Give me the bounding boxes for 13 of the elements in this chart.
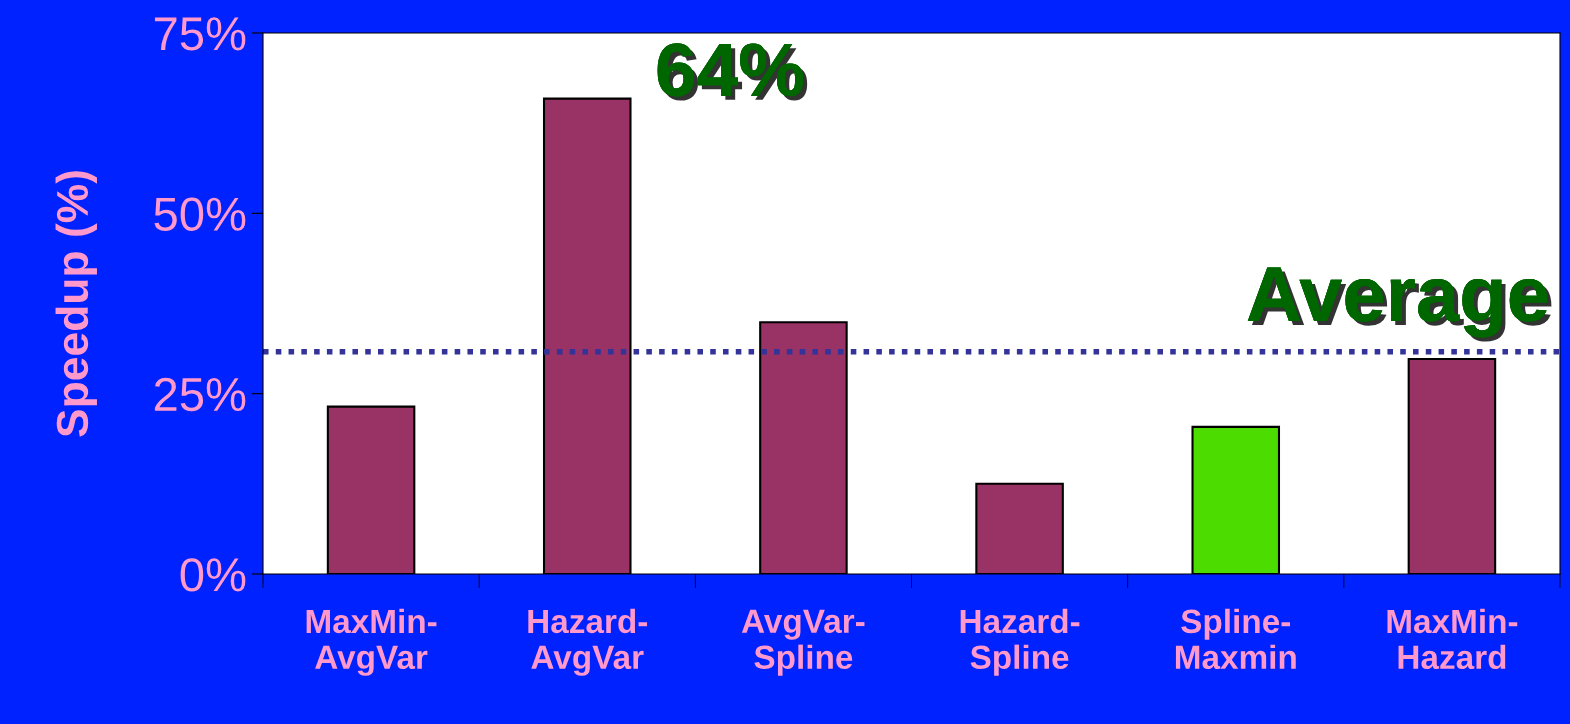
x-tick-label: MaxMin- AvgVar <box>306 608 437 676</box>
x-tick-label: Hazard- AvgVar <box>528 608 648 676</box>
annotation: 64% <box>657 43 808 101</box>
y-tick-label: 25% <box>154 377 246 412</box>
y-tick-label: 75% <box>154 17 246 51</box>
y-tick-label: 0% <box>180 558 246 592</box>
y-tick-label: 50% <box>154 197 246 231</box>
y-axis-title: Speedup (%) <box>55 171 97 437</box>
x-tick-label: AvgVar- Spline <box>741 609 865 676</box>
x-tick-label: Spline- Maxmin <box>1175 608 1296 670</box>
ref-line-label: Average <box>1247 267 1552 342</box>
x-tick-label: Hazard- Spline <box>960 608 1080 676</box>
x-tick-label: MaxMin- Hazard <box>1387 608 1518 670</box>
